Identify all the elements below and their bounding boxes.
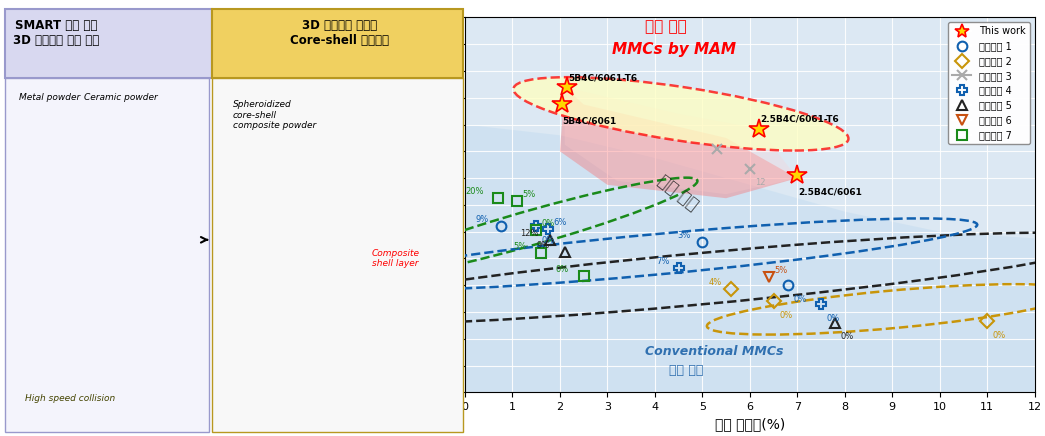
Text: 5%: 5% — [774, 266, 788, 275]
Text: 20%: 20% — [465, 187, 484, 196]
Text: 0%: 0% — [841, 332, 854, 341]
FancyBboxPatch shape — [211, 9, 463, 78]
Text: Conventional MMCs: Conventional MMCs — [646, 345, 784, 358]
Text: Ceramic powder: Ceramic powder — [84, 93, 158, 102]
Text: High speed collision: High speed collision — [25, 394, 115, 403]
Text: 5%: 5% — [513, 242, 527, 251]
Polygon shape — [564, 87, 797, 194]
Text: 개발 소재: 개발 소재 — [646, 19, 688, 34]
Y-axis label: 인장강도 (MPa): 인장강도 (MPa) — [415, 167, 428, 243]
Text: 5%: 5% — [522, 190, 536, 199]
Text: 기존 소재: 기존 소재 — [669, 364, 703, 377]
Text: 6%: 6% — [554, 218, 567, 227]
Text: 12: 12 — [756, 178, 766, 187]
Text: SMART 기술 기반
3D 프린팅용 분말 제조: SMART 기술 기반 3D 프린팅용 분말 제조 — [13, 19, 99, 47]
Text: 5B4C/6061-T6: 5B4C/6061-T6 — [567, 73, 636, 82]
Polygon shape — [560, 87, 797, 198]
Text: 성능 개선: 성능 개선 — [655, 172, 702, 214]
Text: 5B4C/6061: 5B4C/6061 — [562, 116, 617, 125]
Text: 9%: 9% — [475, 215, 489, 224]
Text: 0%: 0% — [780, 311, 792, 320]
Text: 0%: 0% — [541, 219, 555, 228]
Text: 12%: 12% — [520, 228, 538, 238]
Text: Composite
shell layer: Composite shell layer — [372, 249, 420, 268]
Text: 0%: 0% — [556, 265, 570, 274]
FancyBboxPatch shape — [4, 78, 209, 432]
Ellipse shape — [513, 77, 849, 150]
Text: 0%: 0% — [541, 236, 555, 245]
Text: 2.5B4C/6061: 2.5B4C/6061 — [798, 187, 862, 196]
Text: 0%: 0% — [993, 331, 1006, 340]
FancyBboxPatch shape — [211, 78, 463, 432]
Text: 2.5B4C/6061-T6: 2.5B4C/6061-T6 — [760, 115, 839, 124]
Text: MMCs by MAM: MMCs by MAM — [612, 41, 736, 57]
Text: 0%: 0% — [827, 313, 840, 323]
FancyBboxPatch shape — [4, 9, 211, 78]
Text: 3D 프린팅에 특화된
Core-shell 금속분말: 3D 프린팅에 특화된 Core-shell 금속분말 — [289, 19, 389, 47]
Text: 9%: 9% — [537, 241, 550, 250]
Text: 0%: 0% — [793, 295, 807, 304]
Text: Spheroidized
core-shell
composite powder: Spheroidized core-shell composite powder — [233, 100, 316, 130]
Legend: This work, 기존소재 1, 기존소재 2, 기존소재 3, 기존소재 4, 기존소재 5, 기존소재 6, 기존소재 7: This work, 기존소재 1, 기존소재 2, 기존소재 3, 기존소재 … — [948, 22, 1029, 144]
Text: 4%: 4% — [709, 278, 722, 287]
Text: 7%: 7% — [656, 257, 670, 266]
X-axis label: 한계 연신율(%): 한계 연신율(%) — [715, 418, 785, 432]
Text: 3%: 3% — [677, 231, 691, 240]
Text: Metal powder: Metal powder — [19, 93, 79, 102]
Polygon shape — [465, 125, 1035, 392]
